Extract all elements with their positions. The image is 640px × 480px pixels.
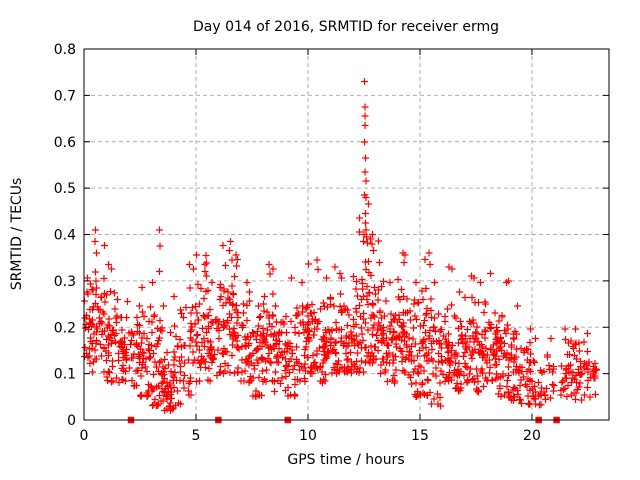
tick-marks-path [83,48,609,421]
x-tick-label: 0 [80,428,89,444]
y-axis-label: SRMTID / TECUs [9,178,25,291]
x-tick-label: 10 [299,428,317,444]
y-tick-label: 0.4 [54,228,76,244]
x-tick-label: 15 [411,428,429,444]
chart-title: Day 014 of 2016, SRMTID for receiver erm… [193,19,499,35]
x-axis-label: GPS time / hours [287,452,404,468]
y-tick-label: 0.3 [54,274,76,290]
y-tick-label: 0.2 [54,320,76,336]
axis-ticks [83,48,609,421]
y-tick-label: 0.1 [54,367,76,383]
x-tick-label: 5 [192,428,201,444]
y-tick-label: 0.6 [54,135,76,151]
srmtid-points-path [81,78,600,414]
y-tick-label: 0.7 [54,88,76,104]
y-tick-labels: 0 0.1 0.2 0.3 0.4 0.5 0.6 0.7 0.8 [54,42,76,429]
y-tick-label: 0 [67,413,76,429]
x-tick-label: 20 [523,428,541,444]
y-tick-label: 0.8 [54,42,76,58]
scatter-points [81,78,600,414]
y-tick-label: 0.5 [54,181,76,197]
x-tick-labels: 0 5 10 15 20 [80,428,541,444]
